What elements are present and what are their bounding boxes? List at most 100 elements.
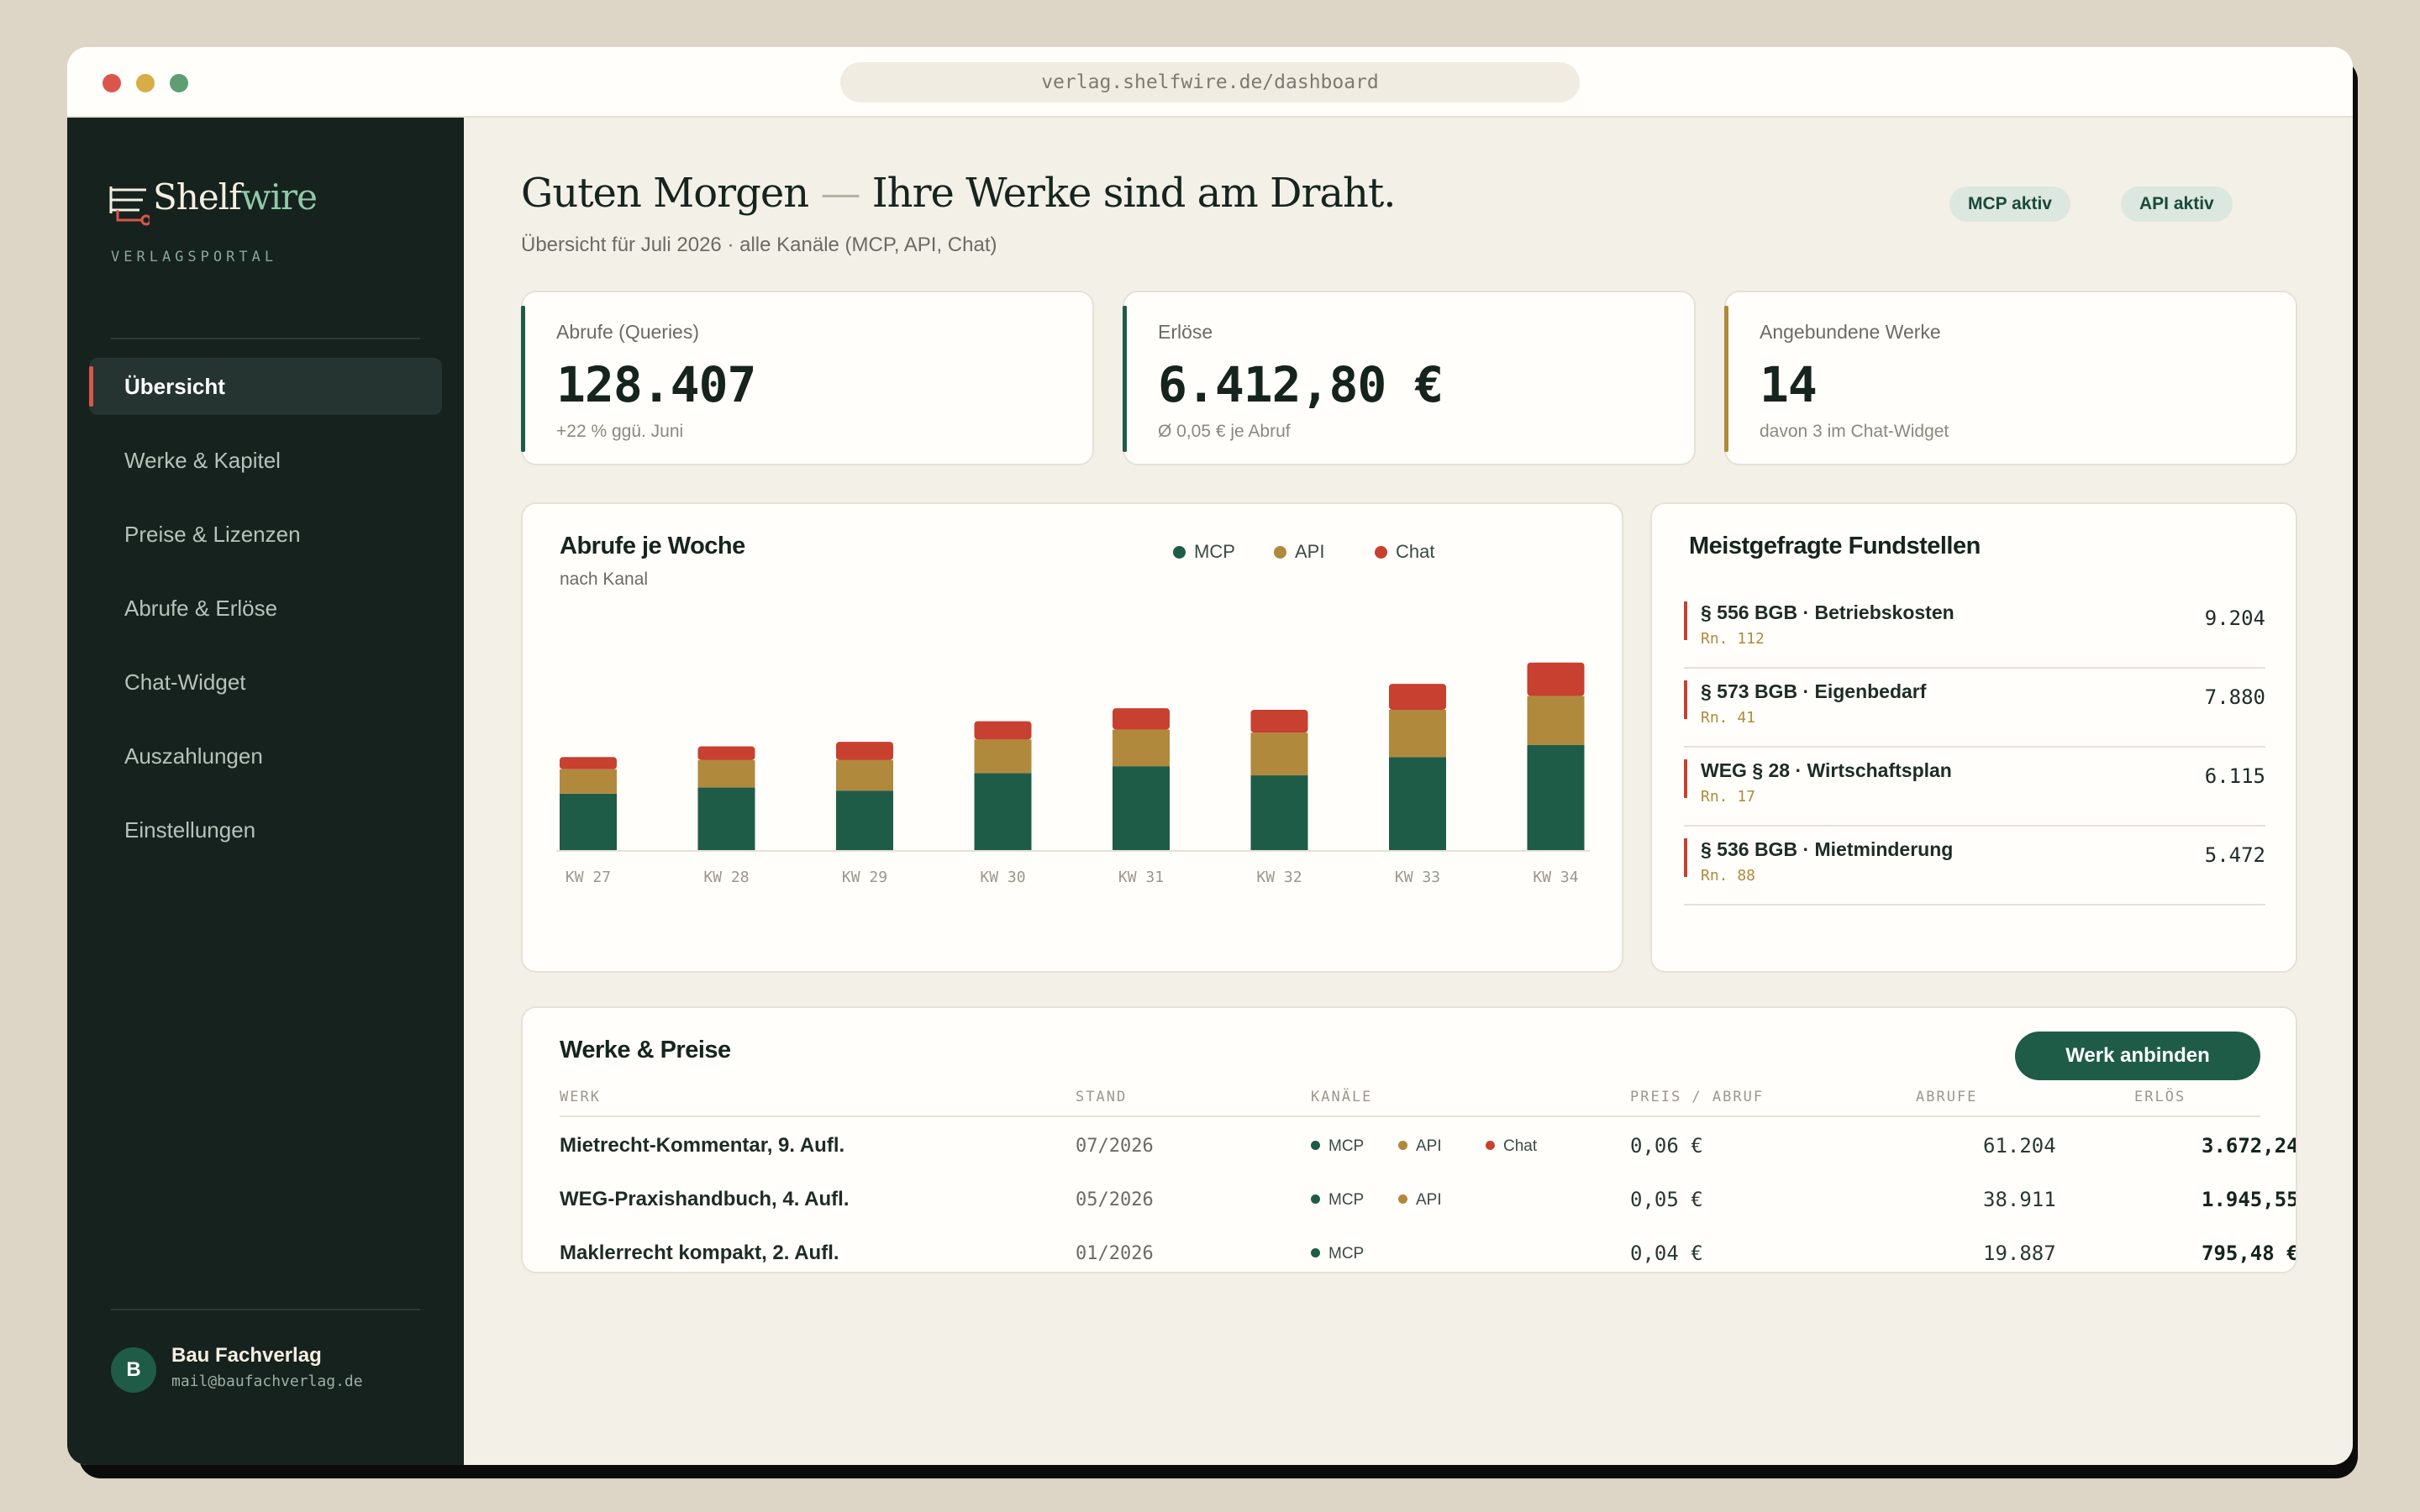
fundstellen-title: Meistgefragte Fundstellen bbox=[1689, 533, 1981, 559]
browser-titlebar: verlag.shelfwire.de/dashboard bbox=[67, 47, 2353, 118]
table-header-divider bbox=[560, 1116, 2260, 1117]
x-tick-label: KW 31 bbox=[1118, 869, 1164, 886]
fundstelle-row[interactable]: § 556 BGB · Betriebskosten Rn. 112 9.204 bbox=[1684, 590, 2265, 669]
bar-api-kw-32[interactable] bbox=[1250, 732, 1308, 776]
bar-api-kw-27[interactable] bbox=[560, 769, 617, 794]
bar-api-kw-31[interactable] bbox=[1113, 729, 1170, 767]
user-name: Bau Fachverlag bbox=[171, 1344, 322, 1367]
column-header-kanaele[interactable]: KANÄLE bbox=[1311, 1089, 1373, 1105]
bar-chat-kw-28[interactable] bbox=[697, 746, 755, 760]
fundstelle-count: 7.880 bbox=[2204, 685, 2265, 709]
kpi-label: Angebundene Werke bbox=[1760, 321, 1941, 343]
legend-item-api: API bbox=[1274, 541, 1324, 563]
bar-mcp-kw-29[interactable] bbox=[836, 790, 893, 850]
legend-item-chat: Chat bbox=[1375, 541, 1434, 563]
werke-preise-card: Werke & Preise Werk anbinden WERK STAND … bbox=[521, 1006, 2297, 1273]
bar-mcp-kw-30[interactable] bbox=[974, 773, 1032, 850]
bar-api-kw-34[interactable] bbox=[1527, 696, 1585, 745]
fundstelle-row[interactable]: WEG § 28 · Wirtschaftsplan Rn. 17 6.115 bbox=[1684, 748, 2265, 827]
kpi-note: davon 3 im Chat-Widget bbox=[1760, 422, 1949, 441]
bar-chat-kw-32[interactable] bbox=[1250, 709, 1308, 733]
fundstelle-randnummer: Rn. 112 bbox=[1701, 630, 1765, 648]
kpi-note: Ø 0,05 € je Abruf bbox=[1158, 422, 1291, 441]
chart-title: Abrufe je Woche bbox=[560, 533, 745, 559]
cell-preis: 0,05 € bbox=[1630, 1188, 1703, 1211]
fundstelle-name: § 556 BGB · Betriebskosten bbox=[1701, 601, 1954, 623]
column-header-stand[interactable]: STAND bbox=[1076, 1089, 1128, 1105]
nav-item-werke-kapitel[interactable]: Werke & Kapitel bbox=[124, 448, 281, 473]
bar-chat-kw-33[interactable] bbox=[1389, 684, 1446, 710]
x-tick-label: KW 33 bbox=[1395, 869, 1440, 886]
bar-chat-kw-34[interactable] bbox=[1527, 662, 1585, 696]
legend-item-mcp: MCP bbox=[1173, 541, 1235, 563]
x-tick-label: KW 27 bbox=[566, 869, 611, 886]
column-header-erloes[interactable]: ERLÖS bbox=[2134, 1089, 2186, 1105]
avatar[interactable]: B bbox=[111, 1347, 156, 1393]
close-window-button[interactable] bbox=[103, 74, 121, 92]
nav-item-preise-lizenzen[interactable]: Preise & Lizenzen bbox=[124, 522, 301, 547]
channel-dot bbox=[1486, 1141, 1495, 1150]
kpi-value: 14 bbox=[1760, 356, 1818, 413]
legend-dot-api bbox=[1274, 546, 1286, 559]
bar-mcp-kw-32[interactable] bbox=[1250, 775, 1308, 850]
nav-item-auszahlungen[interactable]: Auszahlungen bbox=[124, 743, 263, 769]
api-status-badge: API aktiv bbox=[2121, 186, 2233, 222]
nav-item-einstellungen[interactable]: Einstellungen bbox=[124, 817, 256, 843]
column-header-preis[interactable]: PREIS / ABRUF bbox=[1630, 1089, 1765, 1105]
bar-chat-kw-31[interactable] bbox=[1113, 708, 1170, 730]
user-email: mail@baufachverlag.de bbox=[171, 1373, 363, 1390]
x-tick-label: KW 34 bbox=[1533, 869, 1578, 886]
channel-tag-mcp: MCP bbox=[1311, 1137, 1364, 1156]
kpi-value: 128.407 bbox=[556, 356, 756, 413]
bar-chat-kw-30[interactable] bbox=[974, 721, 1032, 740]
nav-item-uebersicht[interactable]: Übersicht bbox=[89, 358, 442, 415]
bar-mcp-kw-31[interactable] bbox=[1113, 766, 1170, 850]
cell-preis: 0,04 € bbox=[1630, 1242, 1703, 1265]
column-header-werk[interactable]: WERK bbox=[560, 1089, 601, 1105]
cell-werk[interactable]: WEG-Praxishandbuch, 4. Aufl. bbox=[560, 1188, 850, 1210]
bar-mcp-kw-33[interactable] bbox=[1389, 757, 1446, 850]
nav-item-chat-widget[interactable]: Chat-Widget bbox=[124, 669, 246, 695]
cell-erloes: 795,48 € bbox=[2202, 1242, 2297, 1265]
channel-dot bbox=[1311, 1248, 1320, 1257]
fundstellen-card: Meistgefragte Fundstellen § 556 BGB · Be… bbox=[1650, 502, 2297, 973]
stacked-bar-chart: KW 27 KW 28 KW 29 KW 30 KW 31 KW 32 KW 33 KW 34 bbox=[556, 662, 1590, 886]
cell-abrufe: 38.911 bbox=[1983, 1188, 2056, 1211]
fundstelle-randnummer: Rn. 88 bbox=[1701, 867, 1756, 885]
bar-api-kw-30[interactable] bbox=[974, 739, 1032, 774]
shelfwire-logo-icon bbox=[109, 186, 150, 226]
fundstelle-name: § 573 BGB · Eigenbedarf bbox=[1701, 680, 1927, 702]
cell-erloes: 1.945,55 € bbox=[2202, 1188, 2297, 1211]
cell-stand: 01/2026 bbox=[1076, 1243, 1154, 1264]
bar-mcp-kw-27[interactable] bbox=[560, 793, 617, 850]
cell-preis: 0,06 € bbox=[1630, 1134, 1703, 1158]
werk-anbinden-button[interactable]: Werk anbinden bbox=[2015, 1032, 2260, 1080]
minimize-window-button[interactable] bbox=[136, 74, 155, 92]
fundstelle-name: WEG § 28 · Wirtschaftsplan bbox=[1701, 759, 1952, 781]
cell-stand: 05/2026 bbox=[1076, 1189, 1154, 1210]
bar-api-kw-29[interactable] bbox=[836, 759, 893, 791]
bar-api-kw-28[interactable] bbox=[697, 759, 755, 788]
bar-mcp-kw-34[interactable] bbox=[1527, 744, 1585, 850]
legend-dot-mcp bbox=[1173, 546, 1186, 559]
x-tick-label: KW 28 bbox=[703, 869, 749, 886]
nav-item-abrufe-erloese[interactable]: Abrufe & Erlöse bbox=[124, 596, 278, 621]
fundstelle-row[interactable]: § 536 BGB · Mietminderung Rn. 88 5.472 bbox=[1684, 827, 2265, 906]
cell-stand: 07/2026 bbox=[1076, 1136, 1154, 1157]
browser-window: verlag.shelfwire.de/dashboard Shelfwire … bbox=[67, 47, 2353, 1465]
address-bar[interactable]: verlag.shelfwire.de/dashboard bbox=[840, 62, 1580, 102]
kpi-card-erloese: Erlöse 6.412,80 € Ø 0,05 € je Abruf bbox=[1123, 291, 1696, 465]
sidebar-divider bbox=[111, 1309, 420, 1310]
maximize-window-button[interactable] bbox=[170, 74, 188, 92]
cell-werk[interactable]: Maklerrecht kompakt, 2. Aufl. bbox=[560, 1242, 839, 1264]
chart-card-abrufe-je-woche: KW 27 KW 28 KW 29 KW 30 KW 31 KW 32 KW 33 KW 34… bbox=[521, 502, 1623, 973]
bar-api-kw-33[interactable] bbox=[1389, 709, 1446, 758]
fundstelle-row[interactable]: § 573 BGB · Eigenbedarf Rn. 41 7.880 bbox=[1684, 669, 2265, 748]
column-header-abrufe[interactable]: ABRUFE bbox=[1916, 1089, 1978, 1105]
cell-werk[interactable]: Mietrecht-Kommentar, 9. Aufl. bbox=[560, 1134, 845, 1157]
bar-chat-kw-29[interactable] bbox=[836, 742, 893, 760]
bar-mcp-kw-28[interactable] bbox=[697, 787, 755, 850]
bar-chat-kw-27[interactable] bbox=[560, 757, 617, 769]
mcp-status-badge: MCP aktiv bbox=[1949, 186, 2070, 222]
cell-abrufe: 19.887 bbox=[1983, 1242, 2056, 1265]
